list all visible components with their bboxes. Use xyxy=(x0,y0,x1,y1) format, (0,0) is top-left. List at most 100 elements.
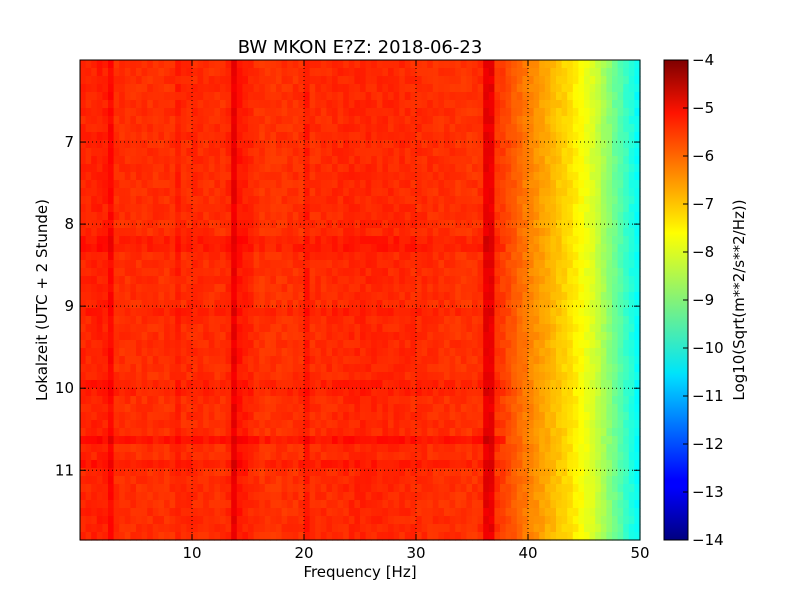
heatmap-cell xyxy=(606,452,613,461)
heatmap-cell xyxy=(203,172,210,181)
heatmap-cell xyxy=(113,164,120,173)
heatmap-cell xyxy=(404,68,411,77)
heatmap-cell xyxy=(124,140,131,149)
heatmap-cell xyxy=(253,84,260,93)
heatmap-cell xyxy=(108,380,115,389)
heatmap-cell xyxy=(113,148,120,157)
heatmap-cell xyxy=(567,268,574,277)
heatmap-cell xyxy=(259,76,266,85)
heatmap-cell xyxy=(612,60,619,69)
heatmap-cell xyxy=(539,308,546,317)
heatmap-cell xyxy=(91,308,98,317)
heatmap-cell xyxy=(539,380,546,389)
heatmap-cell xyxy=(427,188,434,197)
heatmap-cell xyxy=(455,380,462,389)
heatmap-cell xyxy=(141,132,148,141)
heatmap-cell xyxy=(197,244,204,253)
heatmap-cell xyxy=(348,164,355,173)
heatmap-cell xyxy=(203,60,210,69)
heatmap-cell xyxy=(264,180,271,189)
heatmap-cell xyxy=(528,244,535,253)
heatmap-cell xyxy=(612,404,619,413)
heatmap-cell xyxy=(343,340,350,349)
heatmap-cell xyxy=(550,356,557,365)
heatmap-cell xyxy=(225,380,232,389)
heatmap-cell xyxy=(85,372,92,381)
heatmap-cell xyxy=(175,108,182,117)
heatmap-cell xyxy=(298,212,305,221)
heatmap-cell xyxy=(259,340,266,349)
heatmap-cell xyxy=(242,164,249,173)
heatmap-cell xyxy=(427,68,434,77)
heatmap-cell xyxy=(147,244,154,253)
heatmap-cell xyxy=(119,300,126,309)
heatmap-cell xyxy=(494,284,501,293)
heatmap-cell xyxy=(528,68,535,77)
heatmap-cell xyxy=(628,172,635,181)
heatmap-cell xyxy=(399,68,406,77)
heatmap-cell xyxy=(550,212,557,221)
heatmap-cell xyxy=(382,444,389,453)
heatmap-cell xyxy=(276,340,283,349)
heatmap-cell xyxy=(287,156,294,165)
heatmap-cell xyxy=(292,316,299,325)
heatmap-cell xyxy=(427,60,434,69)
heatmap-cell xyxy=(578,412,585,421)
heatmap-cell xyxy=(533,156,540,165)
heatmap-cell xyxy=(449,284,456,293)
heatmap-cell xyxy=(264,244,271,253)
heatmap-cell xyxy=(483,396,490,405)
heatmap-cell xyxy=(376,108,383,117)
heatmap-cell xyxy=(382,388,389,397)
heatmap-cell xyxy=(108,292,115,301)
heatmap-cell xyxy=(500,404,507,413)
heatmap-cell xyxy=(533,252,540,261)
heatmap-cell xyxy=(360,76,367,85)
heatmap-cell xyxy=(528,100,535,109)
heatmap-cell xyxy=(264,372,271,381)
heatmap-cell xyxy=(623,380,630,389)
heatmap-cell xyxy=(158,148,165,157)
heatmap-cell xyxy=(494,244,501,253)
heatmap-cell xyxy=(561,196,568,205)
heatmap-cell xyxy=(259,348,266,357)
heatmap-cell xyxy=(348,188,355,197)
heatmap-cell xyxy=(477,412,484,421)
heatmap-cell xyxy=(466,324,473,333)
heatmap-cell xyxy=(298,292,305,301)
heatmap-cell xyxy=(326,148,333,157)
heatmap-cell xyxy=(309,60,316,69)
heatmap-cell xyxy=(348,204,355,213)
heatmap-cell xyxy=(348,364,355,373)
heatmap-cell xyxy=(248,348,255,357)
heatmap-cell xyxy=(326,260,333,269)
heatmap-cell xyxy=(276,140,283,149)
heatmap-cell xyxy=(108,172,115,181)
heatmap-cell xyxy=(404,404,411,413)
heatmap-cell xyxy=(511,268,518,277)
heatmap-cell xyxy=(220,420,227,429)
heatmap-cell xyxy=(304,212,311,221)
heatmap-cell xyxy=(500,452,507,461)
heatmap-cell xyxy=(152,188,159,197)
heatmap-cell xyxy=(360,380,367,389)
heatmap-cell xyxy=(225,236,232,245)
heatmap-cell xyxy=(203,196,210,205)
heatmap-cell xyxy=(539,84,546,93)
heatmap-cell xyxy=(119,92,126,101)
heatmap-cell xyxy=(472,292,479,301)
heatmap-cell xyxy=(332,164,339,173)
heatmap-cell xyxy=(102,276,109,285)
heatmap-cell xyxy=(539,244,546,253)
heatmap-cell xyxy=(192,324,199,333)
heatmap-cell xyxy=(561,324,568,333)
heatmap-cell xyxy=(298,204,305,213)
heatmap-cell xyxy=(444,380,451,389)
heatmap-cell xyxy=(522,220,529,229)
heatmap-cell xyxy=(494,236,501,245)
heatmap-cell xyxy=(287,292,294,301)
heatmap-cell xyxy=(365,420,372,429)
heatmap-cell xyxy=(360,124,367,133)
heatmap-cell xyxy=(371,212,378,221)
heatmap-cell xyxy=(432,308,439,317)
